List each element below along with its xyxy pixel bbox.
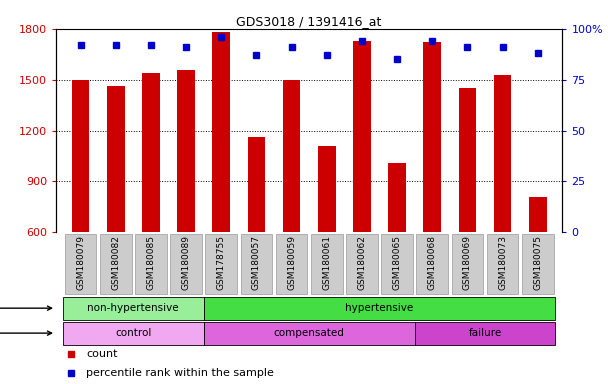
Bar bbox=[107, 86, 125, 232]
Bar bbox=[135, 233, 167, 295]
Bar bbox=[247, 137, 265, 232]
Bar bbox=[452, 233, 483, 295]
Bar bbox=[170, 233, 202, 295]
Text: GSM180059: GSM180059 bbox=[287, 235, 296, 290]
Text: GSM180061: GSM180061 bbox=[322, 235, 331, 290]
Bar bbox=[353, 41, 371, 232]
Bar bbox=[204, 322, 415, 344]
Bar bbox=[63, 297, 204, 319]
Bar bbox=[424, 42, 441, 232]
Bar bbox=[458, 88, 476, 232]
Bar bbox=[276, 233, 308, 295]
Bar bbox=[346, 233, 378, 295]
Bar bbox=[415, 322, 555, 344]
Text: GSM180065: GSM180065 bbox=[393, 235, 402, 290]
Text: disease state: disease state bbox=[0, 328, 52, 338]
Text: non-hypertensive: non-hypertensive bbox=[88, 303, 179, 313]
Text: GSM180068: GSM180068 bbox=[428, 235, 437, 290]
Bar bbox=[416, 233, 448, 295]
Text: GSM180079: GSM180079 bbox=[76, 235, 85, 290]
Text: compensated: compensated bbox=[274, 328, 345, 338]
Text: GSM180062: GSM180062 bbox=[358, 235, 367, 290]
Bar bbox=[63, 322, 204, 344]
Text: percentile rank within the sample: percentile rank within the sample bbox=[86, 368, 274, 378]
Text: GSM180073: GSM180073 bbox=[498, 235, 507, 290]
Text: strain: strain bbox=[0, 303, 52, 313]
Bar bbox=[64, 233, 97, 295]
Bar bbox=[241, 233, 272, 295]
Bar bbox=[206, 233, 237, 295]
Bar bbox=[311, 233, 342, 295]
Bar bbox=[178, 70, 195, 232]
Bar bbox=[529, 197, 547, 232]
Bar bbox=[142, 73, 160, 232]
Title: GDS3018 / 1391416_at: GDS3018 / 1391416_at bbox=[237, 15, 382, 28]
Bar bbox=[212, 32, 230, 232]
Bar bbox=[389, 163, 406, 232]
Text: GSM180075: GSM180075 bbox=[533, 235, 542, 290]
Bar bbox=[72, 79, 89, 232]
Bar bbox=[318, 146, 336, 232]
Text: GSM180085: GSM180085 bbox=[147, 235, 156, 290]
Bar bbox=[494, 74, 511, 232]
Bar bbox=[204, 297, 555, 319]
Text: failure: failure bbox=[468, 328, 502, 338]
Bar bbox=[100, 233, 131, 295]
Text: GSM180069: GSM180069 bbox=[463, 235, 472, 290]
Text: GSM180082: GSM180082 bbox=[111, 235, 120, 290]
Bar bbox=[487, 233, 519, 295]
Text: GSM178755: GSM178755 bbox=[216, 235, 226, 290]
Bar bbox=[381, 233, 413, 295]
Bar bbox=[283, 79, 300, 232]
Bar bbox=[522, 233, 554, 295]
Text: control: control bbox=[115, 328, 151, 338]
Text: GSM180057: GSM180057 bbox=[252, 235, 261, 290]
Text: GSM180089: GSM180089 bbox=[182, 235, 190, 290]
Text: count: count bbox=[86, 349, 118, 359]
Text: hypertensive: hypertensive bbox=[345, 303, 413, 313]
